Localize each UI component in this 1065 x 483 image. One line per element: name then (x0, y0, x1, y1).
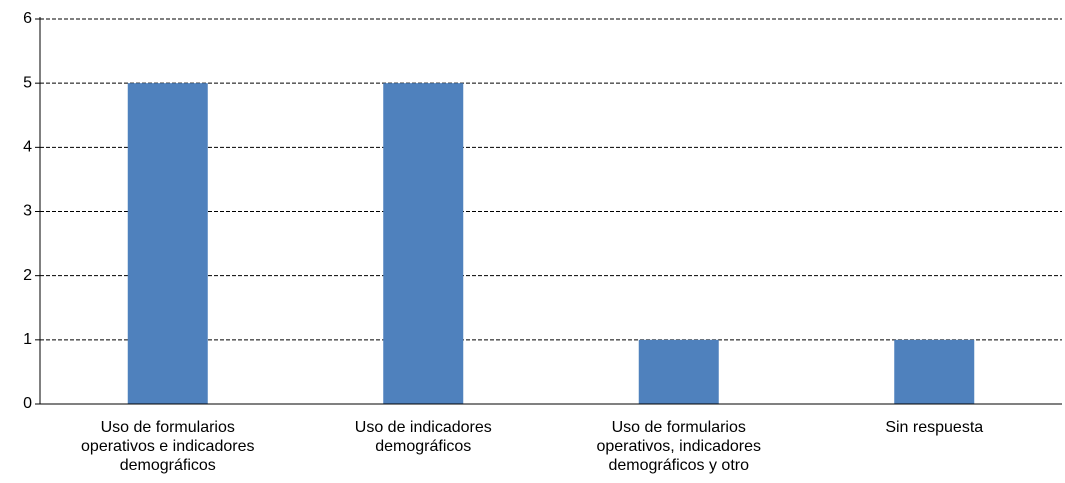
y-tick-label: 5 (23, 74, 32, 91)
bar (638, 339, 719, 404)
bar (383, 83, 464, 405)
bar (127, 83, 208, 405)
bar (894, 339, 975, 404)
x-tick-label: Uso de formularios operativos, indicador… (596, 419, 762, 474)
y-tick-label: 2 (23, 267, 32, 284)
x-tick-label: Uso de formularios operativos e indicado… (81, 419, 255, 474)
y-tick-label: 6 (23, 10, 32, 27)
y-tick-label: 3 (23, 203, 32, 220)
x-tick-label: Uso de indicadores demográficos (354, 419, 492, 455)
y-tick-label: 0 (23, 395, 32, 412)
y-tick-label: 4 (23, 139, 32, 156)
x-tick-label: Sin respuesta (885, 419, 984, 436)
y-tick-label: 1 (23, 331, 32, 348)
